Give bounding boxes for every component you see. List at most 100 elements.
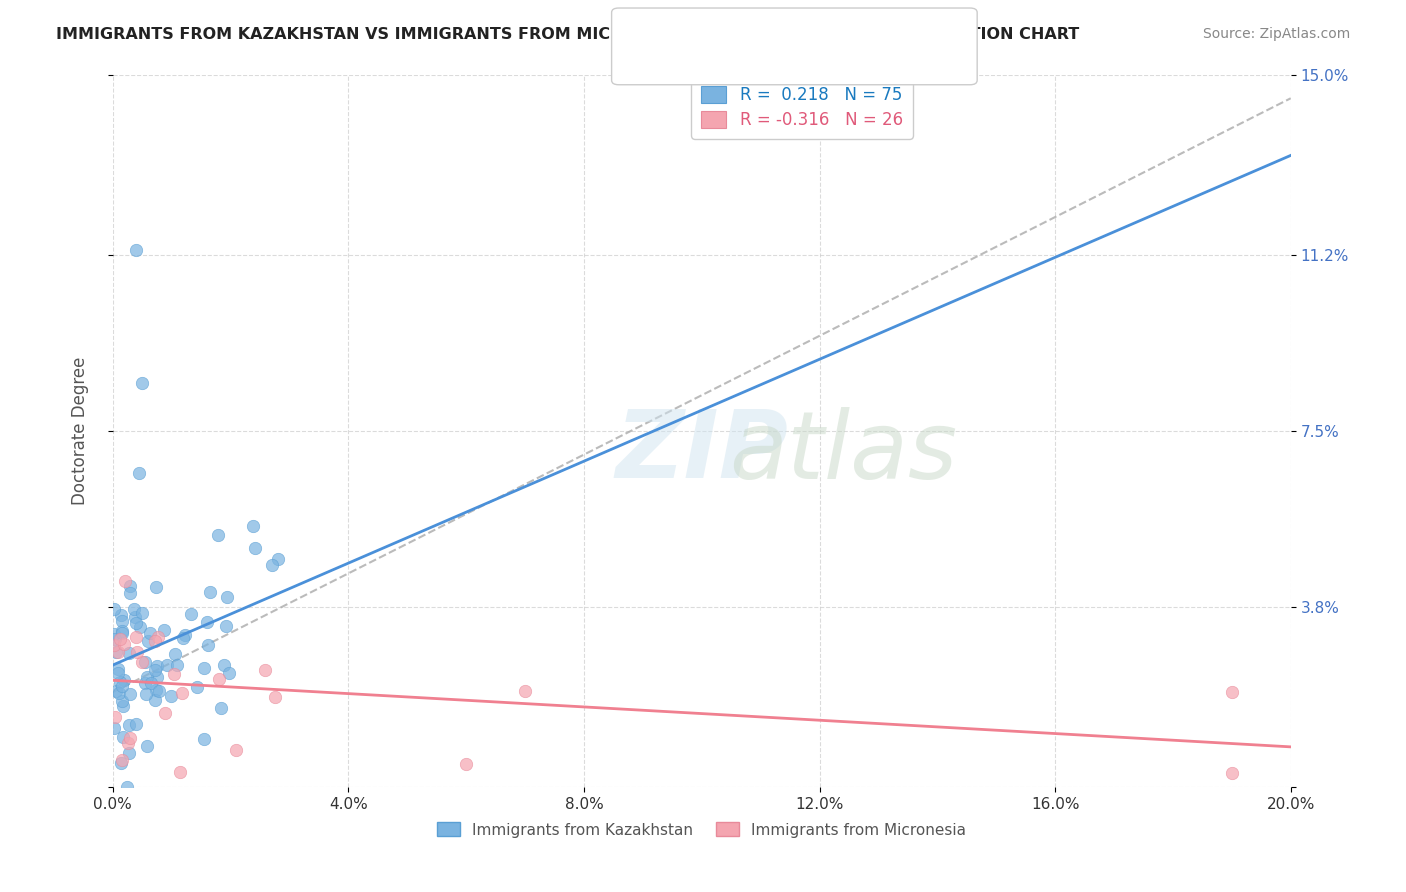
Point: [166, 658, 188, 673]
Text: atlas: atlas: [728, 407, 957, 498]
Point: [136, 670, 159, 684]
Point: [143, 634, 166, 648]
Point: [108, 632, 131, 646]
Text: IMMIGRANTS FROM KAZAKHSTAN VS IMMIGRANTS FROM MICRONESIA DOCTORATE DEGREE CORREL: IMMIGRANTS FROM KAZAKHSTAN VS IMMIGRANTS…: [56, 27, 1080, 42]
Point: [243, 541, 266, 555]
Point: [103, 721, 125, 735]
Point: [131, 606, 153, 620]
Point: [1220, 685, 1243, 699]
Point: [260, 558, 283, 573]
Point: [143, 693, 166, 707]
Point: [103, 627, 125, 641]
Point: [456, 756, 478, 771]
Point: [115, 780, 138, 794]
Point: [146, 669, 169, 683]
Legend: Immigrants from Kazakhstan, Immigrants from Micronesia: Immigrants from Kazakhstan, Immigrants f…: [432, 816, 973, 844]
Point: [200, 585, 222, 599]
Point: [160, 690, 183, 704]
Point: [107, 645, 129, 659]
Point: [120, 687, 142, 701]
Point: [242, 519, 264, 533]
Point: [124, 610, 146, 624]
Point: [143, 663, 166, 677]
Point: [125, 244, 148, 258]
Point: [174, 628, 197, 642]
Point: [208, 672, 231, 686]
Point: [108, 686, 131, 700]
Point: [134, 675, 156, 690]
Point: [118, 746, 141, 760]
Point: [218, 666, 240, 681]
Point: [225, 743, 247, 757]
Point: [136, 633, 159, 648]
Point: [107, 666, 129, 681]
Point: [193, 731, 215, 746]
Point: [111, 694, 134, 708]
Point: [111, 624, 134, 639]
Point: [118, 646, 141, 660]
Point: [118, 586, 141, 600]
Point: [125, 717, 148, 731]
Point: [111, 614, 134, 628]
Point: [207, 527, 229, 541]
Point: [141, 675, 163, 690]
Text: ZIP: ZIP: [616, 406, 789, 499]
Point: [104, 632, 127, 646]
Point: [172, 632, 194, 646]
Point: [209, 701, 232, 715]
Point: [110, 756, 132, 771]
Point: [112, 730, 135, 744]
Point: [110, 753, 132, 767]
Point: [124, 602, 146, 616]
Point: [1220, 765, 1243, 780]
Point: [148, 683, 170, 698]
Point: [125, 616, 148, 631]
Point: [128, 466, 150, 480]
Point: [195, 615, 218, 629]
Point: [135, 739, 157, 753]
Text: Source: ZipAtlas.com: Source: ZipAtlas.com: [1202, 27, 1350, 41]
Point: [112, 637, 135, 651]
Point: [186, 681, 208, 695]
Point: [146, 659, 169, 673]
Point: [103, 602, 125, 616]
Point: [108, 674, 131, 689]
Point: [215, 590, 238, 604]
Point: [104, 684, 127, 698]
Point: [124, 631, 146, 645]
Point: [120, 731, 142, 745]
Point: [107, 663, 129, 677]
Point: [104, 710, 127, 724]
Point: [112, 699, 135, 714]
Point: [105, 645, 128, 659]
Point: [118, 579, 141, 593]
Point: [180, 607, 202, 622]
Point: [170, 685, 193, 699]
Point: [118, 717, 141, 731]
Point: [103, 638, 125, 652]
Point: [131, 655, 153, 669]
Point: [197, 638, 219, 652]
Point: [110, 607, 132, 622]
Point: [155, 706, 177, 720]
Point: [114, 574, 136, 589]
Point: [117, 736, 139, 750]
Point: [129, 619, 152, 633]
Point: [139, 625, 162, 640]
Point: [146, 630, 169, 644]
Point: [134, 655, 156, 669]
Point: [156, 658, 179, 673]
Point: [112, 673, 135, 687]
Point: [135, 687, 157, 701]
Point: [193, 661, 215, 675]
Point: [111, 626, 134, 640]
Point: [153, 623, 176, 637]
Y-axis label: Doctorate Degree: Doctorate Degree: [72, 357, 89, 505]
Point: [212, 657, 235, 672]
Point: [215, 619, 238, 633]
Point: [145, 581, 167, 595]
Point: [267, 552, 290, 566]
Point: [169, 764, 191, 779]
Point: [264, 690, 287, 705]
Point: [131, 376, 153, 391]
